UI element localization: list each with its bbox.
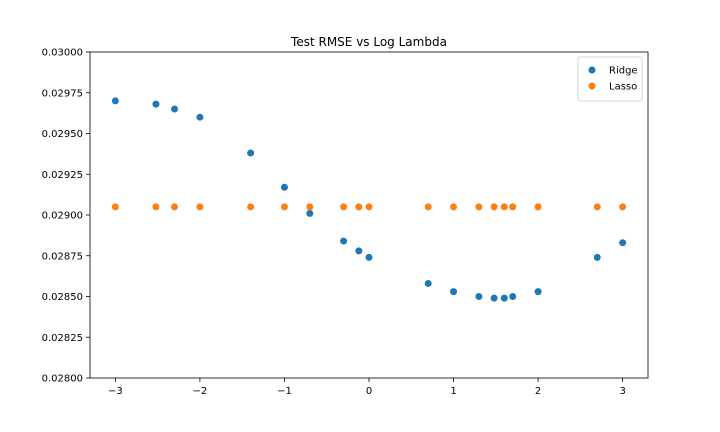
y-tick-label: 0.02800 — [42, 374, 83, 385]
data-point-ridge — [475, 293, 483, 300]
data-points — [111, 97, 627, 302]
y-tick-label: 0.02950 — [42, 129, 83, 140]
data-point-ridge — [424, 279, 432, 287]
data-point-ridge — [619, 239, 627, 247]
data-point-lasso — [490, 203, 498, 211]
x-tick-label: 2 — [535, 386, 541, 397]
data-point-lasso — [450, 203, 458, 211]
data-point-lasso — [500, 203, 508, 211]
x-tick-label: 0 — [366, 386, 372, 397]
legend-marker-lasso — [588, 82, 596, 90]
x-tick-label: −3 — [108, 386, 123, 397]
data-point-lasso — [340, 203, 348, 211]
y-tick-label: 0.02975 — [42, 88, 83, 99]
data-point-ridge — [355, 247, 363, 255]
x-tick-label: 1 — [450, 386, 456, 397]
x-tick-label: −1 — [277, 386, 292, 397]
data-point-lasso — [593, 203, 601, 211]
data-point-lasso — [534, 203, 542, 211]
y-tick-label: 0.03000 — [42, 48, 83, 59]
data-point-ridge — [340, 237, 348, 245]
data-point-ridge — [490, 294, 498, 302]
data-point-lasso — [247, 203, 255, 211]
data-point-ridge — [509, 293, 517, 300]
series-lasso — [111, 203, 627, 211]
y-tick-label: 0.02900 — [42, 211, 83, 222]
x-tick-label: −2 — [193, 386, 208, 397]
data-point-ridge — [111, 97, 119, 105]
data-point-ridge — [593, 253, 601, 261]
data-point-lasso — [509, 203, 517, 211]
legend-label-lasso: Lasso — [609, 82, 637, 93]
data-point-lasso — [475, 203, 483, 211]
y-axis: 0.02800 0.02825 0.02850 0.02875 0.02900 0.029… — [42, 48, 90, 385]
y-tick-label: 0.02925 — [42, 170, 83, 181]
data-point-ridge — [171, 105, 179, 113]
data-point-lasso — [306, 203, 314, 211]
data-point-ridge — [247, 149, 255, 157]
y-tick-label: 0.02850 — [42, 292, 83, 303]
data-point-lasso — [280, 203, 288, 211]
data-point-ridge — [152, 100, 160, 108]
legend-marker-ridge — [588, 66, 596, 74]
legend-box — [577, 56, 643, 102]
data-point-ridge — [534, 288, 542, 296]
data-point-lasso — [171, 203, 179, 211]
data-point-ridge — [306, 209, 314, 217]
data-point-ridge — [500, 294, 508, 302]
chart-title: Test RMSE vs Log Lambda — [290, 35, 447, 49]
data-point-ridge — [450, 288, 458, 296]
data-point-lasso — [355, 203, 363, 211]
data-point-ridge — [280, 183, 288, 191]
data-point-lasso — [111, 203, 119, 211]
data-point-ridge — [196, 113, 204, 121]
series-ridge — [111, 97, 627, 302]
x-tick-label: 3 — [619, 386, 625, 397]
data-point-lasso — [619, 203, 627, 211]
y-tick-label: 0.02875 — [42, 251, 83, 262]
data-point-lasso — [365, 203, 373, 211]
data-point-lasso — [152, 203, 160, 211]
data-point-lasso — [424, 203, 432, 211]
data-point-lasso — [196, 203, 204, 211]
legend-label-ridge: Ridge — [609, 66, 638, 77]
y-tick-label: 0.02825 — [42, 333, 83, 344]
plot-frame — [89, 51, 649, 379]
data-point-ridge — [365, 253, 373, 261]
legend: Ridge Lasso — [577, 56, 643, 102]
x-axis: −3 −2 −1 0 1 2 3 — [108, 378, 626, 397]
